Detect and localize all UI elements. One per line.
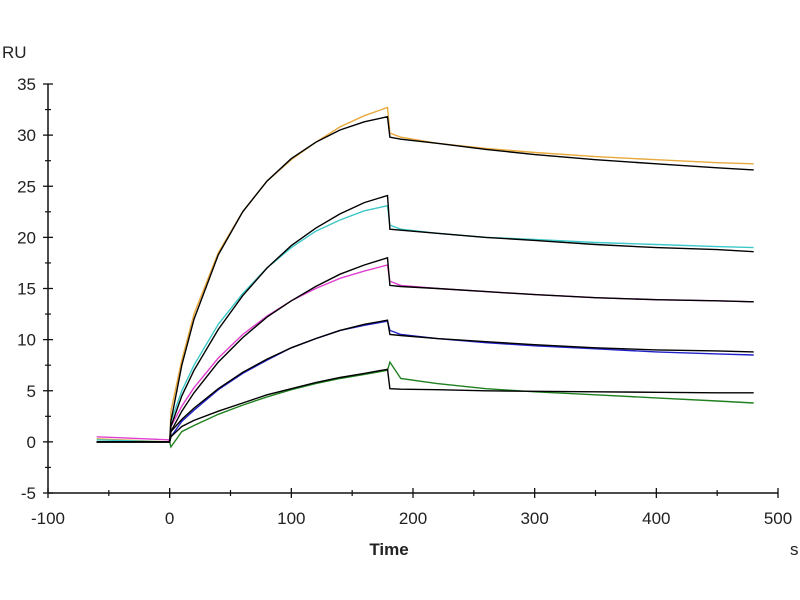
x-tick-label: 0 bbox=[165, 509, 174, 528]
series-curve-3 bbox=[96, 264, 754, 445]
series-layer bbox=[96, 106, 754, 449]
series-curve-5 bbox=[96, 360, 754, 449]
x-axis-unit: s bbox=[790, 540, 799, 559]
y-tick-label: 35 bbox=[17, 75, 36, 94]
axes-layer: -5 0 5 10 15 20 25 30 35 -100 0 100 200 300 400 500 bbox=[17, 75, 792, 528]
series-curve-1 bbox=[96, 106, 754, 443]
series-fit-5 bbox=[96, 368, 754, 443]
series-curve-2 bbox=[96, 204, 754, 443]
series-fit-2 bbox=[96, 194, 754, 443]
x-tick-label: -100 bbox=[31, 509, 65, 528]
y-tick-label: -5 bbox=[21, 484, 36, 503]
x-tick-label: 200 bbox=[399, 509, 427, 528]
y-tick-label: 30 bbox=[17, 126, 36, 145]
series-fit-4 bbox=[96, 319, 754, 443]
series-fit-1 bbox=[96, 115, 754, 443]
x-tick-label: 300 bbox=[520, 509, 548, 528]
y-tick-label: 0 bbox=[27, 433, 36, 452]
y-tick-label: 20 bbox=[17, 228, 36, 247]
x-axis-label: Time bbox=[369, 540, 408, 559]
series-fit-3 bbox=[96, 256, 754, 443]
y-axis-label: RU bbox=[2, 43, 27, 62]
x-tick-label: 100 bbox=[277, 509, 305, 528]
y-tick-label: 25 bbox=[17, 177, 36, 196]
y-tick-label: 5 bbox=[27, 382, 36, 401]
y-tick-label: 10 bbox=[17, 331, 36, 350]
x-tick-label: 400 bbox=[642, 509, 670, 528]
y-tick-label: 15 bbox=[17, 280, 36, 299]
x-tick-label: 500 bbox=[764, 509, 792, 528]
